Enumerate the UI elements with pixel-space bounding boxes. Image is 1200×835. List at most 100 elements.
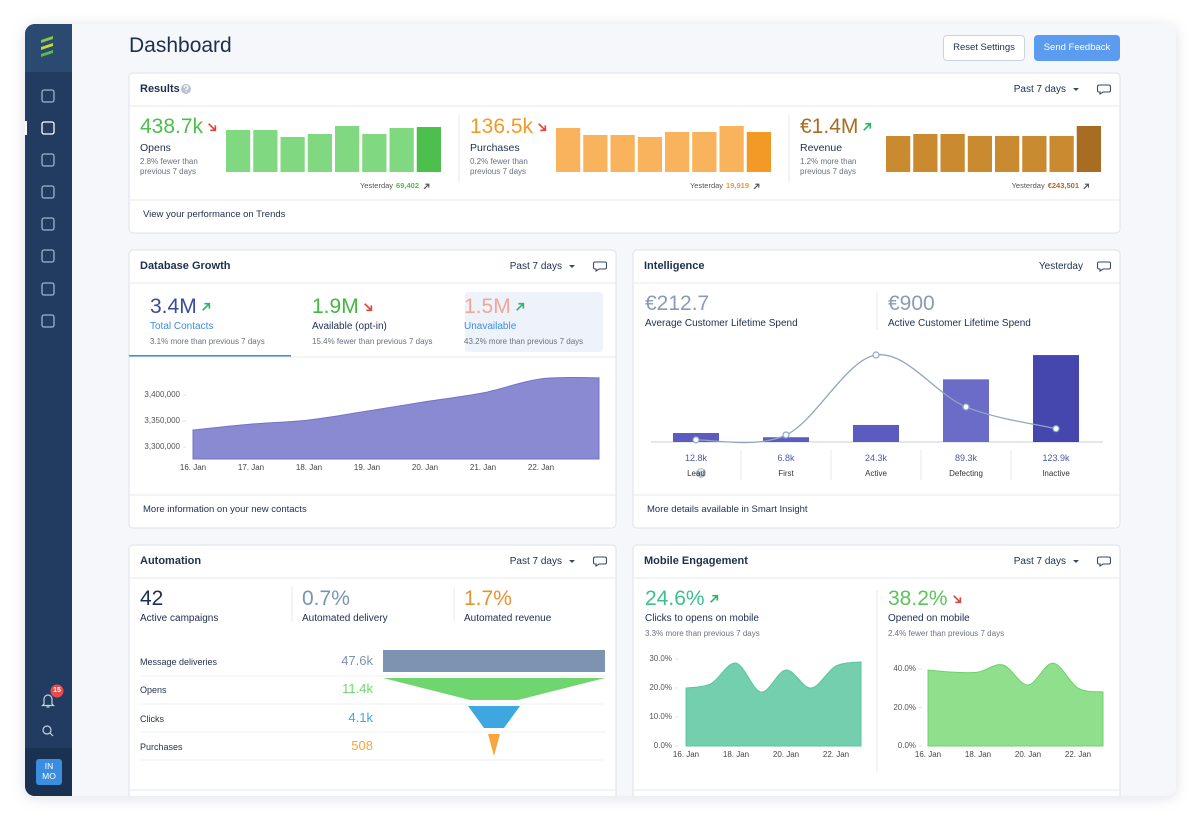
logo — [41, 43, 53, 50]
arrow-shape — [208, 123, 217, 132]
kpi-label: Opened on mobile — [888, 613, 970, 624]
kpi-value: 42 — [140, 587, 164, 610]
bar — [362, 134, 387, 172]
bar — [665, 132, 690, 172]
text: €1.4M — [800, 115, 859, 138]
arrow-shape — [515, 302, 524, 311]
bar — [556, 128, 581, 172]
category-label: Defecting — [949, 469, 983, 478]
x-tick-label: 16. Jan — [179, 463, 207, 472]
comment-icon — [592, 261, 608, 273]
kpi-value: €212.7 — [645, 292, 710, 315]
card-footer[interactable]: View your performance on Trends — [143, 209, 286, 220]
bar — [583, 135, 608, 172]
card-title: Mobile Engagement — [644, 555, 748, 567]
area — [927, 662, 1104, 747]
y-tick-label: 20.0% — [649, 683, 672, 692]
text: Yesterday — [689, 181, 724, 190]
funnel-stage — [383, 650, 605, 672]
text: 1.9M — [312, 295, 359, 318]
trend-arrow — [863, 122, 872, 131]
bar — [280, 137, 305, 172]
avatar[interactable] — [36, 759, 62, 785]
x-tick-label: 18. Jan — [722, 750, 750, 759]
trend-point — [962, 403, 970, 411]
y-tick-label: 10.0% — [649, 712, 672, 721]
nav-icon[interactable] — [41, 282, 55, 296]
period-dropdown[interactable]: Past 7 days — [1013, 84, 1066, 95]
x-tick-label: 17. Jan — [237, 463, 265, 472]
card-title: Automation — [140, 555, 202, 567]
nav-icon[interactable] — [41, 153, 55, 167]
logo — [41, 36, 53, 43]
bar — [853, 424, 899, 442]
nav-icon[interactable] — [41, 185, 55, 199]
nav-icon[interactable] — [41, 217, 55, 231]
card-footer[interactable]: More details available in Smart Insight — [647, 504, 808, 515]
bar — [967, 136, 992, 172]
nav-icon[interactable] — [41, 121, 55, 135]
trend-point — [872, 351, 880, 359]
nav-active-indicator — [25, 121, 27, 135]
nav-icon[interactable] — [41, 314, 55, 328]
text: 438.7k — [140, 115, 204, 138]
comment-icon — [1096, 261, 1112, 273]
card-footer[interactable]: More information on your new contacts — [143, 504, 307, 515]
bar — [995, 136, 1020, 172]
help-mark — [183, 85, 189, 92]
notification-icon[interactable] — [41, 694, 55, 708]
text: 69,402 — [396, 181, 419, 190]
kpi-label: Automated delivery — [302, 613, 388, 624]
funnel-label: Opens — [140, 685, 167, 696]
window-content — [25, 24, 1121, 796]
search-icon[interactable] — [42, 725, 52, 735]
bar — [719, 126, 744, 172]
trend-arrow — [423, 183, 430, 190]
x-tick-label: 21. Jan — [469, 463, 497, 472]
bar — [886, 136, 911, 172]
trend-arrow — [363, 303, 372, 312]
text: Yesterday — [1011, 181, 1045, 190]
comment-icon — [592, 556, 608, 568]
bar — [913, 134, 938, 172]
logo — [41, 50, 53, 57]
kpi-label: Active Customer Lifetime Spend — [888, 318, 1031, 329]
trend-point — [1052, 425, 1060, 433]
period-dropdown[interactable]: Past 7 days — [509, 556, 562, 567]
feedback-button[interactable]: Send Feedback — [1034, 35, 1120, 61]
reset-button[interactable]: Reset Settings — [943, 35, 1025, 61]
y-tick-label: 0.0% — [897, 741, 916, 750]
kpi-value: 0.7% — [302, 587, 350, 610]
metric-note: 0.2% fewer than previous 7 days — [470, 157, 528, 176]
bar — [940, 134, 965, 172]
tab-highlight — [465, 292, 603, 352]
nav-icon[interactable] — [41, 89, 55, 103]
x-tick-label: 20. Jan — [411, 463, 439, 472]
bar-value-label: 123.9k — [1042, 453, 1070, 463]
bar — [226, 130, 251, 172]
bar-value-label: 12.8k — [684, 453, 708, 463]
tab-note: 3.1% more than previous 7 days — [150, 337, 265, 346]
metric-note: 1.2% more than previous 7 days — [800, 157, 857, 176]
x-tick-label: 22. Jan — [1064, 750, 1092, 759]
funnel-value: 11.4k — [342, 681, 373, 697]
page-title: Dashboard — [129, 34, 232, 57]
text: 19,919 — [726, 181, 749, 190]
trend-arrow — [753, 183, 760, 190]
kpi-note: 2.4% fewer than previous 7 days — [888, 629, 1005, 638]
period-dropdown[interactable]: Past 7 days — [509, 261, 562, 272]
tab-label: Total Contacts — [150, 321, 214, 332]
bar-value-label: 24.3k — [864, 453, 888, 463]
card-title: Intelligence — [644, 260, 705, 272]
nav-icon[interactable] — [41, 249, 55, 263]
x-tick-label: 18. Jan — [295, 463, 323, 472]
card-title: Database Growth — [140, 260, 231, 272]
period-dropdown[interactable]: Past 7 days — [1013, 556, 1066, 567]
kpi-value: €900 — [888, 292, 935, 315]
kpi-label: Clicks to opens on mobile — [645, 613, 759, 624]
trend-arrow — [515, 302, 524, 311]
avatar-initials: MO — [42, 771, 56, 781]
bar — [253, 130, 278, 172]
metric-label: Revenue — [800, 142, 843, 154]
